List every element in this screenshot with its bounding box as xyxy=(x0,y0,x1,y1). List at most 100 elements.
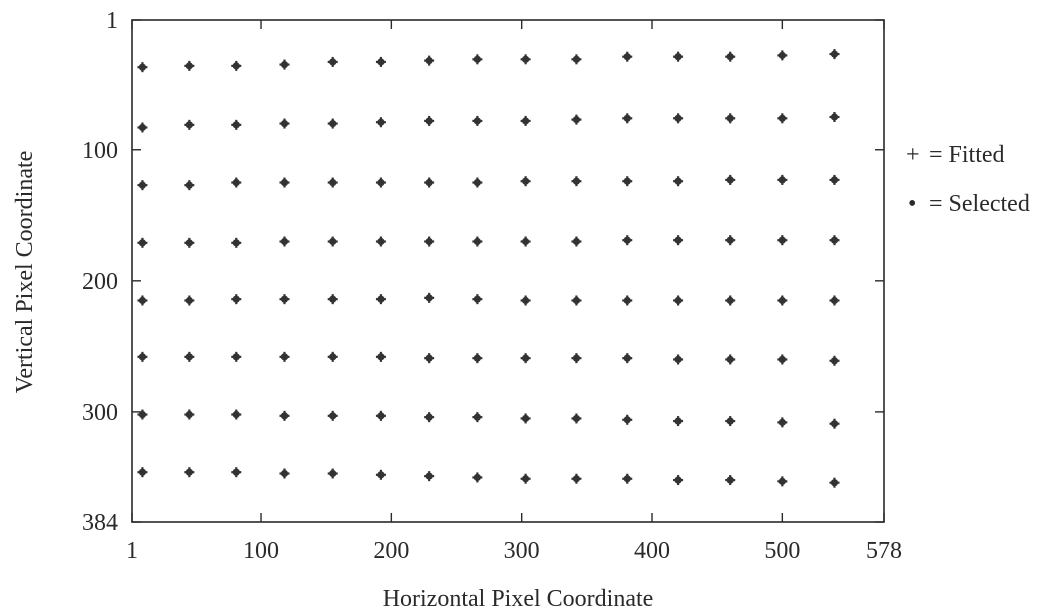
fitted-point xyxy=(520,115,531,126)
fitted-point xyxy=(137,409,148,420)
fitted-point xyxy=(184,119,195,130)
fitted-point xyxy=(571,236,582,247)
fitted-point xyxy=(279,236,290,247)
fitted-point xyxy=(571,114,582,125)
x-tick-label: 1 xyxy=(126,538,138,564)
fitted-point xyxy=(279,468,290,479)
x-tick-label: 100 xyxy=(243,538,279,564)
fitted-point xyxy=(424,353,435,364)
legend-fitted-symbol: + xyxy=(906,142,920,168)
fitted-point xyxy=(829,355,840,366)
fitted-point xyxy=(184,295,195,306)
fitted-point xyxy=(520,236,531,247)
fitted-point xyxy=(375,117,386,128)
y-tick-label: 300 xyxy=(82,400,118,426)
fitted-point xyxy=(622,113,633,124)
fitted-point xyxy=(673,295,684,306)
fitted-point xyxy=(673,416,684,427)
fitted-point xyxy=(327,351,338,362)
fitted-point xyxy=(622,176,633,187)
fitted-point xyxy=(725,113,736,124)
fitted-point xyxy=(231,467,242,478)
fitted-point xyxy=(571,413,582,424)
fitted-point xyxy=(279,351,290,362)
fitted-point xyxy=(829,174,840,185)
fitted-point xyxy=(184,467,195,478)
fitted-point xyxy=(327,118,338,129)
fitted-point xyxy=(520,176,531,187)
fitted-point xyxy=(472,236,483,247)
fitted-point xyxy=(829,111,840,122)
fitted-point xyxy=(829,418,840,429)
fitted-point xyxy=(231,60,242,71)
fitted-point xyxy=(424,292,435,303)
fitted-point xyxy=(571,295,582,306)
y-axis-label: Vertical Pixel Coordinate xyxy=(12,151,38,394)
fitted-point xyxy=(327,410,338,421)
fitted-point xyxy=(375,410,386,421)
fitted-point xyxy=(622,51,633,62)
y-tick-label: 200 xyxy=(82,269,118,295)
fitted-point xyxy=(327,294,338,305)
fitted-point xyxy=(725,354,736,365)
fitted-point xyxy=(725,416,736,427)
fitted-series xyxy=(137,49,840,488)
fitted-point xyxy=(777,295,788,306)
fitted-point xyxy=(184,60,195,71)
y-tick-label: 1 xyxy=(106,8,118,34)
fitted-point xyxy=(777,354,788,365)
fitted-point xyxy=(375,351,386,362)
fitted-point xyxy=(520,54,531,65)
fitted-point xyxy=(673,235,684,246)
fitted-point xyxy=(520,473,531,484)
fitted-point xyxy=(327,468,338,479)
fitted-point xyxy=(622,295,633,306)
fitted-point xyxy=(673,475,684,486)
fitted-point xyxy=(184,409,195,420)
legend: + = Fitted • = Selected xyxy=(906,142,1030,217)
fitted-point xyxy=(327,236,338,247)
y-tick-label: 100 xyxy=(82,138,118,164)
x-axis-label: Horizontal Pixel Coordinate xyxy=(383,586,654,612)
fitted-point xyxy=(520,295,531,306)
fitted-point xyxy=(571,473,582,484)
fitted-point xyxy=(777,235,788,246)
fitted-point xyxy=(279,177,290,188)
x-tick-label: 300 xyxy=(504,538,540,564)
fitted-point xyxy=(673,51,684,62)
tick-labels: 1 100 200 300 400 500 578 1 100 200 300 384 xyxy=(82,8,902,564)
fitted-point xyxy=(375,177,386,188)
fitted-point xyxy=(184,180,195,191)
axis-ticks xyxy=(131,19,885,523)
fitted-point xyxy=(279,118,290,129)
fitted-point xyxy=(375,56,386,67)
fitted-point xyxy=(231,119,242,130)
fitted-point xyxy=(375,469,386,480)
fitted-point xyxy=(725,475,736,486)
fitted-point xyxy=(375,294,386,305)
fitted-point xyxy=(472,294,483,305)
legend-selected-label: = Selected xyxy=(929,191,1030,217)
fitted-point xyxy=(725,295,736,306)
fitted-point xyxy=(622,473,633,484)
fitted-point xyxy=(829,477,840,488)
fitted-point xyxy=(424,412,435,423)
fitted-point xyxy=(777,113,788,124)
fitted-point xyxy=(673,113,684,124)
fitted-point xyxy=(231,294,242,305)
fitted-point xyxy=(424,236,435,247)
fitted-point xyxy=(777,50,788,61)
fitted-point xyxy=(184,237,195,248)
y-tick-label: 384 xyxy=(82,510,118,536)
fitted-point xyxy=(137,295,148,306)
fitted-point xyxy=(829,49,840,60)
fitted-point xyxy=(137,237,148,248)
fitted-point xyxy=(622,414,633,425)
fitted-point xyxy=(231,177,242,188)
legend-fitted-label: = Fitted xyxy=(929,142,1005,168)
fitted-point xyxy=(472,412,483,423)
fitted-point xyxy=(279,59,290,70)
fitted-point xyxy=(673,176,684,187)
fitted-point xyxy=(472,353,483,364)
